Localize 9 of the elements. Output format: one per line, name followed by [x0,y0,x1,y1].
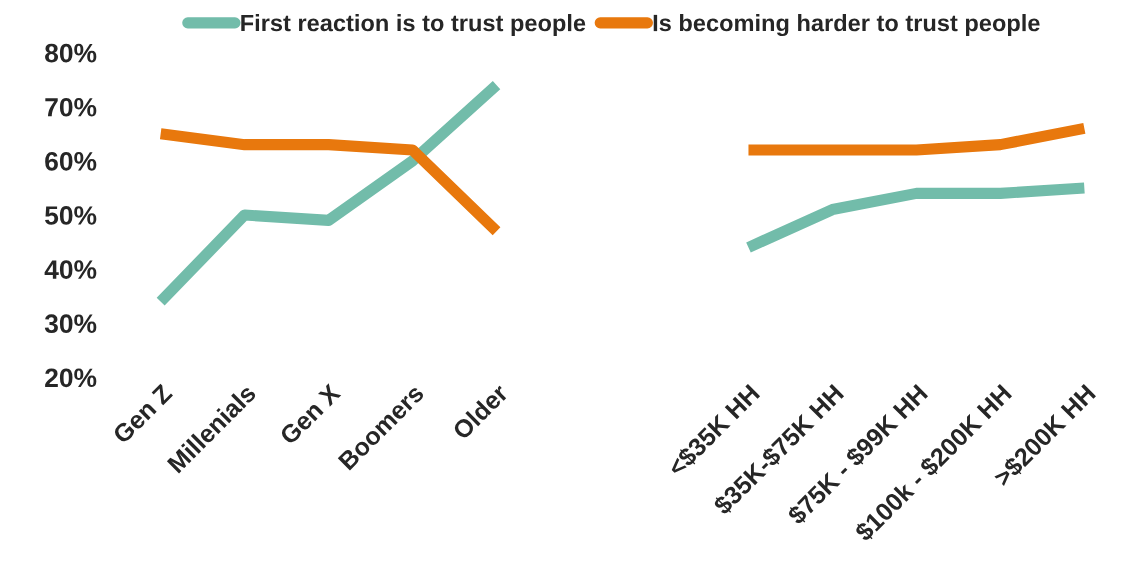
y-tick-label: 40% [44,260,97,279]
y-tick-label: 50% [45,206,97,225]
y-tick-label: 80% [45,43,97,63]
y-tick-label: 30% [44,314,97,334]
y-tick-label: 70% [45,97,97,117]
y-tick-label: 20% [45,368,97,388]
legend-label: First reaction is to trust people [241,14,586,37]
y-tick-label: 60% [45,152,97,171]
legend-label: Is becoming harder to trust people [653,14,1040,37]
